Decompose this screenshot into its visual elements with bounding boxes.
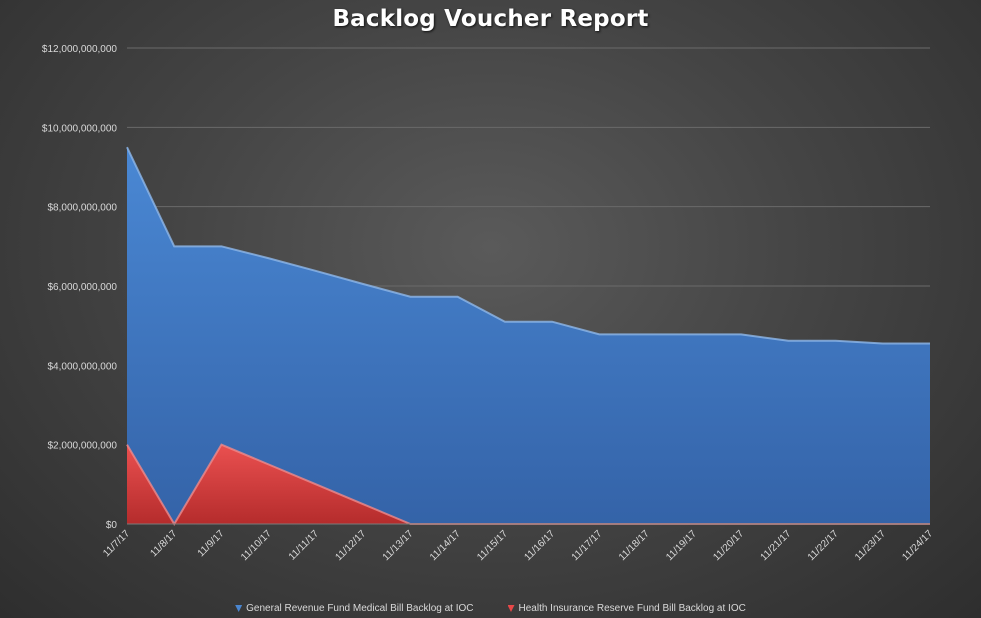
x-tick-label: 11/9/17 (196, 528, 227, 559)
series-area-1 (127, 147, 930, 524)
x-axis: 11/7/17 11/8/17 11/9/17 11/10/17 11/11/17 11/… (101, 523, 935, 563)
x-tick-label: 11/15/17 (475, 528, 510, 563)
y-tick-label: $12,000,000,000 (42, 44, 118, 55)
legend-swatch-series-1 (235, 605, 243, 612)
legend-label-series-2: Health Insurance Reserve Fund Bill Backl… (518, 603, 746, 614)
legend: General Revenue Fund Medical Bill Backlo… (0, 603, 981, 614)
y-tick-label: $2,000,000,000 (47, 441, 117, 452)
x-tick-label: 11/10/17 (239, 528, 274, 563)
x-tick-label: 11/18/17 (617, 528, 652, 563)
y-tick-label: $10,000,000,000 (42, 123, 118, 134)
y-tick-label: $0 (106, 520, 118, 531)
x-tick-label: 11/20/17 (711, 528, 746, 563)
legend-swatch-series-2 (507, 605, 515, 612)
x-tick-label: 11/21/17 (759, 528, 794, 563)
y-tick-label: $8,000,000,000 (47, 203, 117, 214)
series-areas (126, 146, 930, 526)
legend-item-series-1[interactable]: General Revenue Fund Medical Bill Backlo… (235, 603, 474, 614)
x-tick-label: 11/16/17 (522, 528, 557, 563)
x-tick-label: 11/11/17 (287, 528, 322, 563)
series-line-1 (126, 146, 930, 345)
x-tick-label: 11/22/17 (806, 528, 841, 563)
chart-title: Backlog Voucher Report (332, 6, 649, 32)
x-tick-label: 11/7/17 (101, 528, 132, 559)
legend-label-series-1: General Revenue Fund Medical Bill Backlo… (246, 603, 474, 614)
legend-item-series-2[interactable]: Health Insurance Reserve Fund Bill Backl… (507, 603, 746, 614)
y-tick-label: $6,000,000,000 (47, 282, 117, 293)
x-tick-label: 11/14/17 (428, 528, 463, 563)
series-area-2 (127, 444, 930, 524)
y-tick-label: $4,000,000,000 (47, 361, 117, 372)
x-tick-label: 11/19/17 (664, 528, 699, 563)
x-tick-label: 11/17/17 (570, 528, 605, 563)
x-tick-label: 11/8/17 (149, 528, 180, 559)
x-tick-label: 11/13/17 (381, 528, 416, 563)
x-tick-label: 11/23/17 (853, 528, 888, 563)
x-tick-label: 11/12/17 (334, 528, 369, 563)
y-axis: $0 $2,000,000,000 $4,000,000,000 $6,000,000… (42, 44, 118, 531)
x-tick-label: 11/24/17 (900, 528, 935, 563)
